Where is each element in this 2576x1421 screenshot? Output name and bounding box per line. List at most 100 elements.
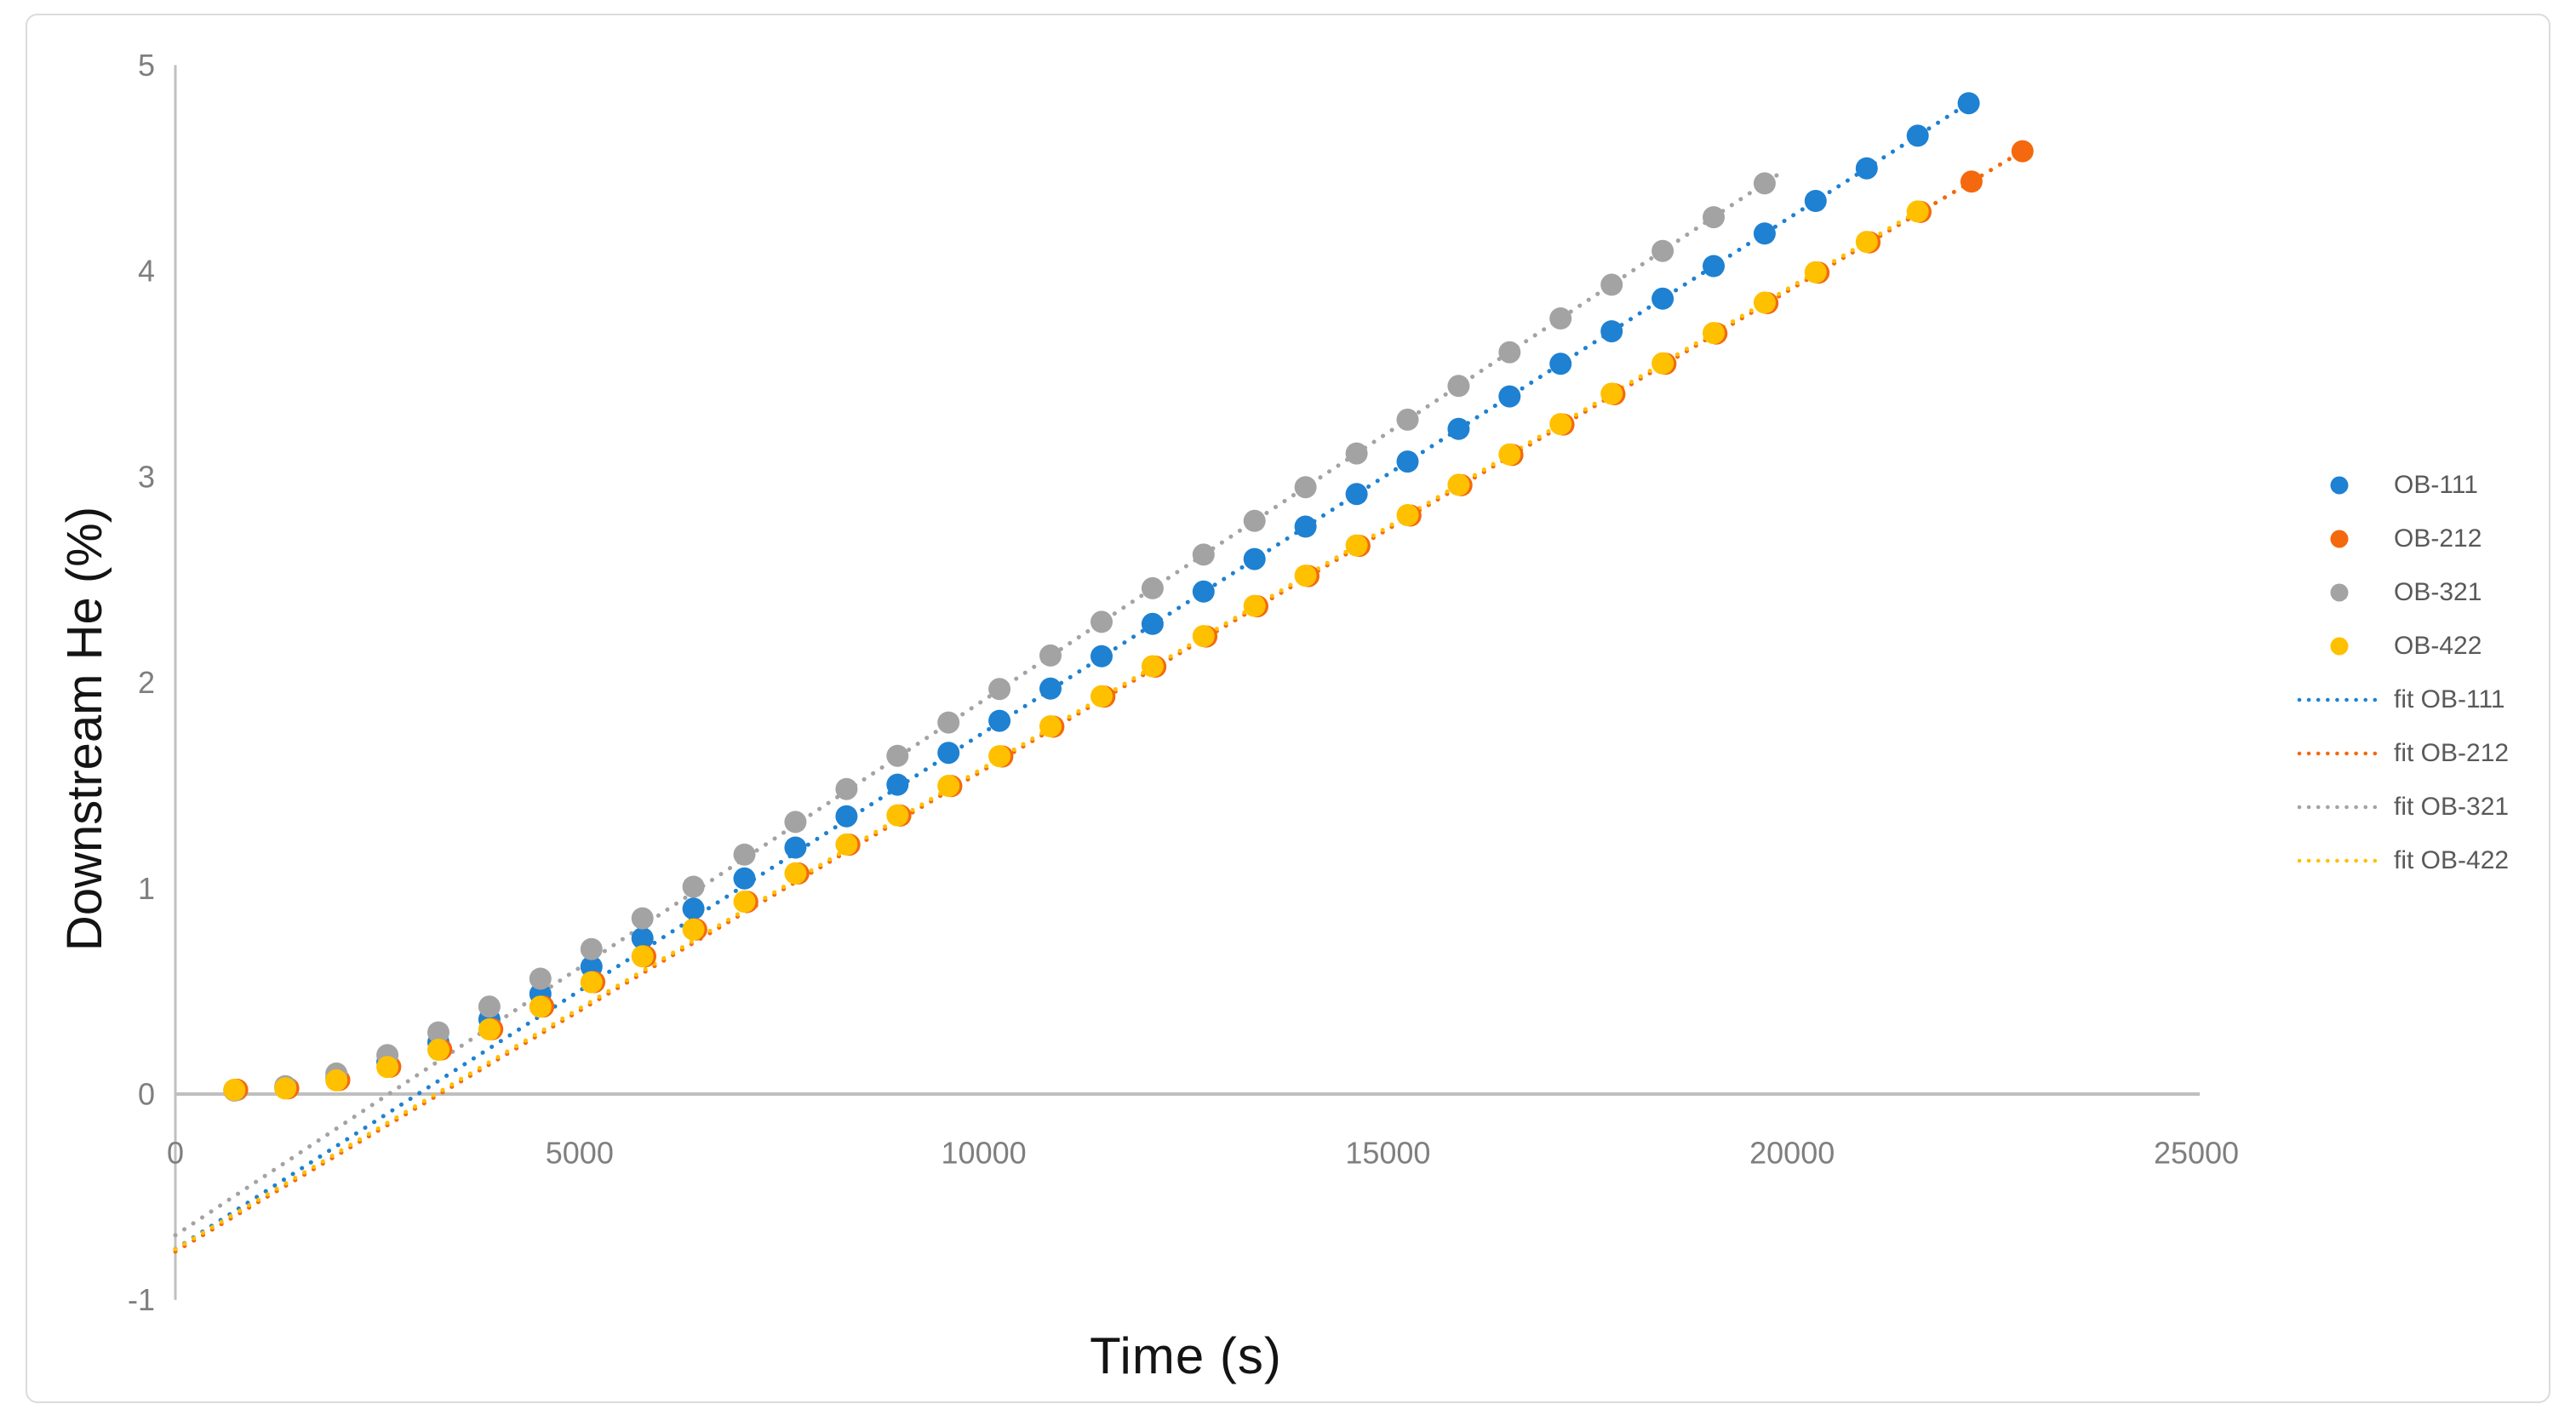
legend-marker-icon <box>2330 583 2349 601</box>
data-point <box>1804 261 1827 284</box>
x-tick-label: 25000 <box>2154 1135 2239 1170</box>
legend-item-fit-OB-111: fit OB-111 <box>2297 673 2509 726</box>
x-tick-label: 10000 <box>942 1135 1027 1170</box>
data-point <box>988 709 1011 732</box>
data-point <box>1192 543 1215 566</box>
data-point <box>733 891 756 913</box>
legend: OB-111 OB-212 OB-321 OB-422 fit OB-111 fit OB… <box>2297 458 2509 887</box>
legend-marker-dot <box>2330 637 2349 655</box>
data-point <box>1447 473 1470 496</box>
legend-fit-line-icon <box>2297 858 2382 862</box>
data-point <box>1039 715 1062 737</box>
figure-frame <box>26 14 2550 1403</box>
data-point <box>631 907 654 930</box>
x-axis-title: Time (s) <box>1090 1327 1282 1384</box>
data-point <box>1804 190 1827 212</box>
y-tick-label: 0 <box>138 1077 155 1112</box>
data-point <box>376 1056 399 1079</box>
y-tick-label: 2 <box>138 665 155 700</box>
scatter-series-OB-111 <box>223 92 1980 1102</box>
data-point <box>937 711 960 734</box>
data-point <box>1447 375 1470 398</box>
data-point <box>1243 594 1266 617</box>
legend-fit-line-icon <box>2297 751 2382 755</box>
data-point <box>2011 140 2034 163</box>
data-point <box>1753 222 1776 245</box>
y-tick-label: 4 <box>138 254 155 289</box>
legend-item-fit-OB-422: fit OB-422 <box>2297 834 2509 887</box>
data-point <box>631 945 654 968</box>
data-point <box>1141 612 1164 635</box>
legend-marker-icon <box>2330 637 2349 655</box>
data-point <box>988 678 1011 701</box>
data-point <box>937 775 960 797</box>
data-point <box>478 1018 501 1040</box>
data-point <box>478 995 501 1018</box>
data-point <box>1906 200 1929 223</box>
x-tick-label: 20000 <box>1749 1135 1835 1170</box>
data-point <box>1652 352 1674 375</box>
data-point <box>1549 413 1572 436</box>
legend-item-OB-111: OB-111 <box>2297 458 2509 512</box>
legend-marker-icon <box>2330 476 2349 494</box>
data-point <box>988 745 1011 768</box>
legend-item-label: OB-321 <box>2394 577 2482 606</box>
legend-item-label: OB-111 <box>2394 470 2478 499</box>
data-point <box>1703 206 1725 229</box>
data-point <box>1091 685 1113 708</box>
data-point <box>1498 385 1521 408</box>
legend-item-label: OB-422 <box>2394 631 2482 660</box>
data-point <box>682 918 705 941</box>
data-point <box>682 897 705 920</box>
data-point <box>733 867 756 890</box>
data-point <box>1498 341 1521 364</box>
legend-item-OB-422: OB-422 <box>2297 619 2509 673</box>
legend-item-label: fit OB-212 <box>2394 738 2510 767</box>
legend-marker-dot <box>2330 583 2349 601</box>
data-point <box>1039 644 1062 667</box>
legend-marker-dot <box>2330 476 2349 494</box>
data-point <box>1549 307 1572 329</box>
legend-item-label: fit OB-111 <box>2394 685 2505 713</box>
y-tick-label: 5 <box>138 48 155 83</box>
data-point <box>427 1039 449 1061</box>
data-point <box>835 833 858 856</box>
legend-item-fit-OB-212: fit OB-212 <box>2297 726 2509 780</box>
data-point <box>1906 124 1929 147</box>
data-point <box>886 773 909 796</box>
legend-marker-dot <box>2330 530 2349 547</box>
data-point <box>937 742 960 765</box>
data-point <box>886 804 909 827</box>
data-point <box>1294 476 1317 499</box>
x-tick-label: 0 <box>167 1135 184 1170</box>
data-point <box>1960 170 1983 193</box>
data-point <box>529 967 552 990</box>
data-point <box>886 744 909 767</box>
data-point <box>1243 509 1266 532</box>
data-point <box>1855 157 1878 180</box>
y-tick-label: -1 <box>128 1282 155 1317</box>
legend-item-fit-OB-321: fit OB-321 <box>2297 780 2509 834</box>
scatter-series-OB-321 <box>223 172 1776 1102</box>
legend-item-OB-212: OB-212 <box>2297 512 2509 565</box>
data-point <box>1600 320 1623 343</box>
legend-item-label: fit OB-422 <box>2394 845 2510 874</box>
y-tick-label: 3 <box>138 459 155 494</box>
data-point <box>1753 172 1776 195</box>
data-point <box>580 937 603 960</box>
legend-item-label: fit OB-321 <box>2394 792 2510 821</box>
data-point <box>1039 677 1062 700</box>
data-point <box>1600 273 1623 296</box>
data-point <box>427 1021 449 1044</box>
data-point <box>1396 408 1419 431</box>
data-point <box>1345 534 1368 557</box>
data-point <box>835 805 858 828</box>
data-point <box>1652 287 1674 310</box>
data-point <box>1447 417 1470 440</box>
legend-item-label: OB-212 <box>2394 524 2482 553</box>
data-point <box>529 995 552 1018</box>
data-point <box>1396 450 1419 473</box>
data-point <box>1091 610 1113 633</box>
